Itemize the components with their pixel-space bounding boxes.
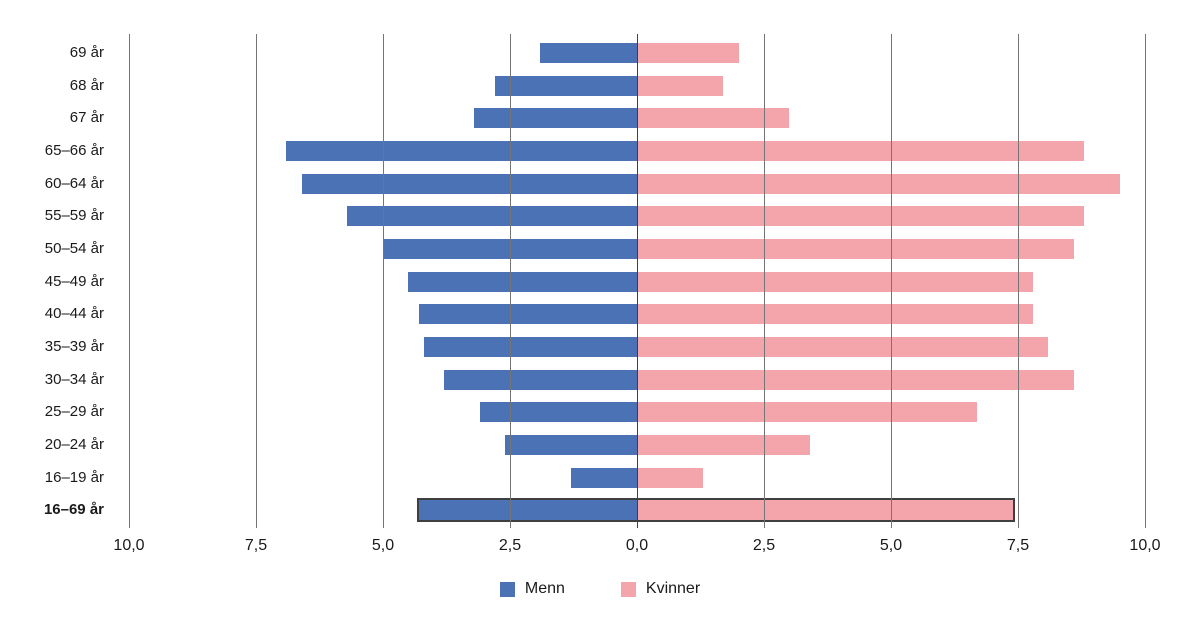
axis-tick-label: 10,0 — [1129, 537, 1161, 554]
bar-menn-16–69-år — [418, 500, 637, 521]
bar-kvinner-68-år — [637, 75, 724, 96]
legend-label: Menn — [524, 580, 565, 597]
bar-menn-40–44-år — [418, 304, 637, 325]
bar-menn-30–34-år — [443, 369, 637, 390]
category-label: 55–59 år — [44, 207, 104, 225]
category-label: 25–29 år — [44, 403, 104, 421]
bar-kvinner-60–64-år — [637, 173, 1120, 194]
bar-kvinner-20–24-år — [637, 435, 810, 455]
axis-tick-label: 0,0 — [625, 537, 649, 554]
legend: Menn Kvinner — [0, 578, 1200, 600]
legend-label: Kvinner — [645, 580, 701, 597]
bar-kvinner-45–49-år — [637, 271, 1034, 292]
bar-menn-45–49-år — [408, 271, 637, 292]
gridline — [891, 34, 892, 528]
bar-menn-60–64-år — [301, 173, 637, 194]
gridline — [1145, 34, 1146, 528]
category-label: 16–19 år — [44, 468, 104, 486]
category-label: 67 år — [69, 109, 104, 127]
bar-menn-65–66-år — [286, 141, 637, 161]
category-label: 65–66 år — [44, 142, 104, 159]
bar-kvinner-30–34-år — [637, 369, 1074, 390]
category-axis: 69 år 68 år 67 år 65–66 år 60–64 år 55–59 år 5… — [0, 34, 104, 528]
plot-area — [129, 34, 1146, 528]
bar-kvinner-25–29-år — [637, 402, 978, 423]
axis-tick-label: 7,5 — [1006, 537, 1030, 554]
bar-kvinner-40–44-år — [637, 304, 1034, 325]
bar-kvinner-35–39-år — [637, 337, 1049, 357]
axis-tick-label: 10,0 — [113, 537, 145, 554]
value-axis: 10,0 7,5 5,0 2,5 0,0 2,5 5,0 7,5 10,0 — [0, 537, 1200, 559]
bar-kvinner-69-år — [637, 43, 739, 63]
category-label: 68 år — [69, 76, 104, 94]
category-label: 30–34 år — [44, 370, 104, 388]
bar-menn-67-år — [474, 108, 637, 129]
category-label: 35–39 år — [44, 338, 104, 355]
axis-tick-label: 2,5 — [498, 537, 522, 554]
bar-kvinner-65–66-år — [637, 141, 1085, 161]
gridline — [129, 34, 130, 528]
gridline — [764, 34, 765, 528]
axis-tick-label: 7,5 — [244, 537, 268, 554]
gridline — [1018, 34, 1019, 528]
bar-kvinner-50–54-år — [637, 239, 1074, 259]
bar-menn-16–19-år — [570, 467, 637, 488]
category-label: 45–49 år — [44, 272, 104, 290]
category-label: 20–24 år — [44, 436, 104, 453]
bar-menn-68-år — [494, 75, 637, 96]
bar-menn-35–39-år — [423, 337, 637, 357]
axis-tick-label: 2,5 — [752, 537, 776, 554]
center-axis-line — [637, 34, 638, 528]
bar-kvinner-16–69-år — [637, 500, 1013, 521]
category-label: 60–64 år — [44, 174, 104, 192]
legend-swatch-menn — [499, 581, 515, 597]
bar-kvinner-67-år — [637, 108, 790, 129]
gridline — [256, 34, 257, 528]
bar-kvinner-16–19-år — [637, 467, 704, 488]
bar-menn-25–29-år — [479, 402, 637, 423]
axis-tick-label: 5,0 — [879, 537, 903, 554]
category-label: 69 år — [69, 44, 104, 61]
total-row-outline — [416, 498, 1015, 523]
category-label: 40–44 år — [44, 305, 104, 323]
legend-item-menn: Menn — [499, 579, 565, 599]
category-label-total: 16–69 år — [43, 501, 104, 519]
bar-kvinner-55–59-år — [637, 206, 1085, 227]
bar-menn-20–24-år — [504, 435, 637, 455]
bar-menn-55–59-år — [347, 206, 637, 227]
legend-item-kvinner: Kvinner — [620, 579, 701, 599]
axis-tick-label: 5,0 — [371, 537, 395, 554]
gridline — [383, 34, 384, 528]
bar-menn-69-år — [540, 43, 637, 63]
category-label: 50–54 år — [44, 240, 104, 257]
legend-swatch-kvinner — [620, 581, 636, 597]
gridline — [510, 34, 511, 528]
